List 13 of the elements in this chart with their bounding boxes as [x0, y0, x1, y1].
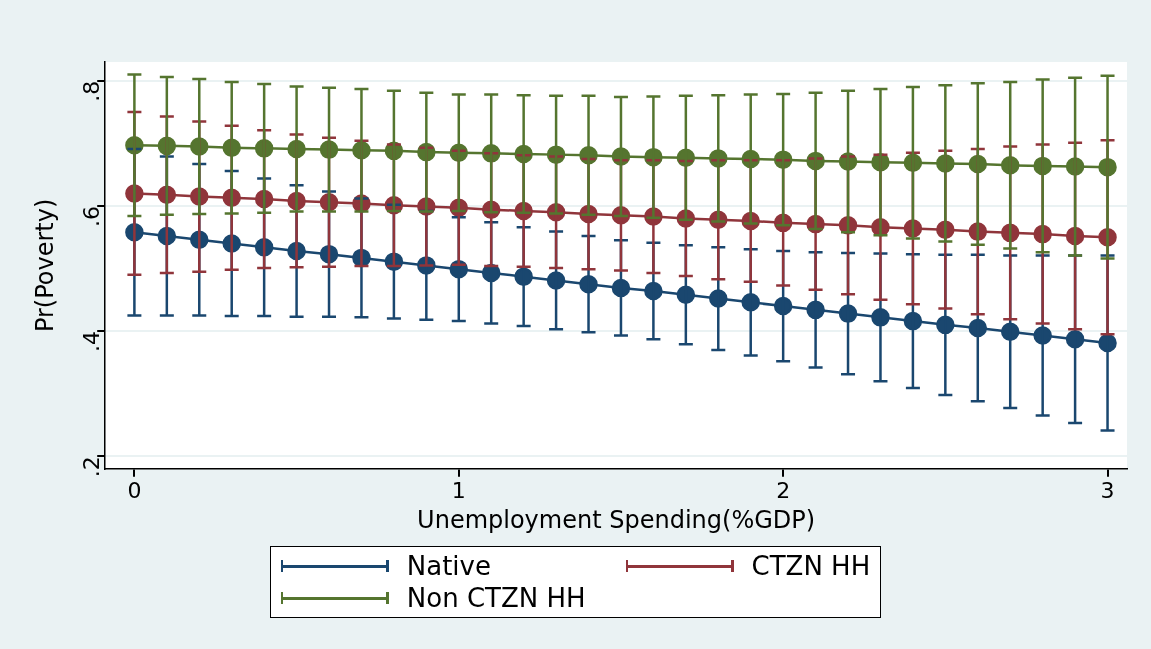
x-tick-label: 3 — [1100, 477, 1115, 503]
legend-label: Native — [406, 551, 491, 581]
x-tick-label: 0 — [127, 477, 142, 503]
y-tick-label: .8 — [78, 80, 104, 102]
legend-label: Non CTZN HH — [406, 583, 586, 613]
legend-label: CTZN HH — [751, 551, 871, 581]
x-axis-title: Unemployment Spending(%GDP) — [417, 505, 816, 534]
y-tick-label: .6 — [78, 205, 104, 227]
y-tick-label: .4 — [78, 331, 104, 353]
x-tick-label: 1 — [451, 477, 466, 503]
x-tick-label: 2 — [776, 477, 791, 503]
y-tick-label: .2 — [78, 456, 104, 478]
y-axis-title: Pr(Poverty) — [30, 198, 59, 333]
